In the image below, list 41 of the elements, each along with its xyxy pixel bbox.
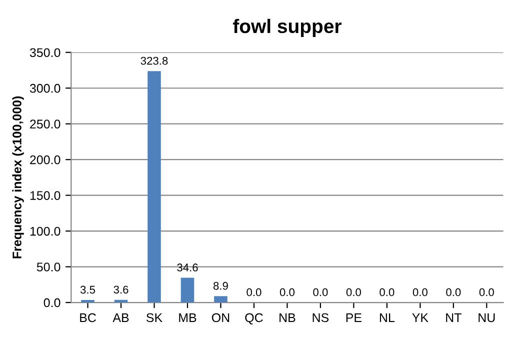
bar [114, 300, 128, 303]
y-tick-label: 150.0 [30, 191, 60, 200]
bar [180, 278, 194, 303]
x-tick-label: AB [112, 313, 129, 322]
bar [81, 300, 94, 303]
x-tick-label: BC [80, 313, 96, 322]
data-label: 0.0 [479, 288, 494, 296]
x-tick-label: NT [446, 313, 462, 322]
y-tick-label: 100.0 [30, 226, 60, 236]
x-tick-label: SK [146, 313, 162, 322]
y-tick-label: 300.0 [30, 84, 60, 93]
y-tick-label: 0.0 [44, 298, 60, 308]
x-tick-label: NS [312, 313, 329, 322]
data-label: 323.8 [140, 56, 168, 65]
x-tick-label: YK [412, 313, 428, 322]
y-tick-label: 50.0 [36, 262, 60, 272]
data-label: 0.0 [446, 288, 461, 296]
x-tick-label: NL [380, 313, 395, 322]
y-tick-label: 350.0 [30, 48, 60, 58]
y-axis-title: Frequency index (x100,000) [12, 96, 24, 258]
data-label: 0.0 [380, 288, 394, 296]
data-label: 0.0 [313, 288, 328, 296]
x-tick-label: NU [478, 313, 495, 322]
data-label: 3.5 [80, 286, 96, 294]
y-tick-label: 200.0 [30, 155, 60, 164]
data-label: 0.0 [412, 288, 428, 296]
x-tick-label: PE [346, 313, 362, 322]
data-label: 0.0 [280, 288, 295, 296]
x-tick-label: MB [179, 313, 196, 322]
chart-title: fowl supper [232, 18, 342, 37]
data-label: 34.6 [177, 264, 198, 272]
bar [148, 71, 161, 303]
data-label: 0.0 [246, 288, 262, 296]
data-label: 8.9 [213, 282, 228, 290]
data-label: 0.0 [346, 288, 361, 296]
bar [214, 296, 228, 303]
x-tick-label: NB [280, 313, 296, 322]
x-tick-label: ON [212, 313, 230, 322]
data-label: 3.6 [114, 286, 128, 294]
x-tick-label: QC [245, 313, 263, 324]
y-tick-label: 250.0 [30, 120, 60, 129]
